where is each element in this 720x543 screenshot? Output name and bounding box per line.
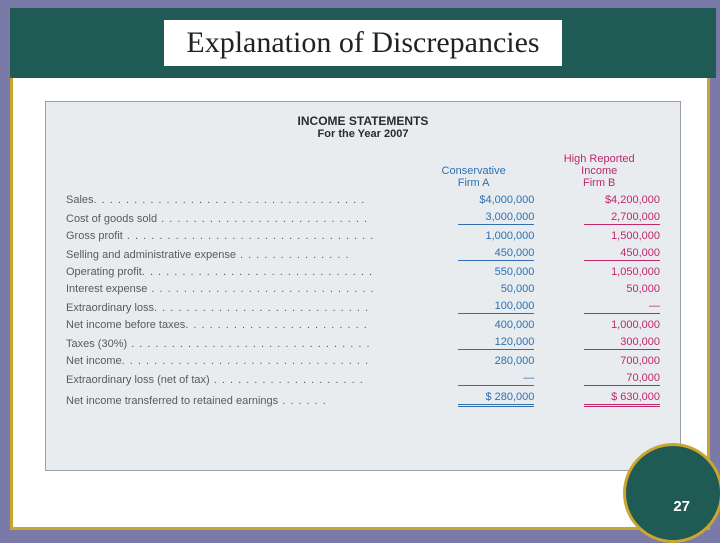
corner-badge: [623, 443, 720, 543]
income-statement-panel: INCOME STATEMENTS For the Year 2007 Cons…: [45, 101, 681, 471]
row-nibt: Net income before taxes. . . . . . . . .…: [64, 316, 662, 333]
row-netincome: Net income. . . . . . . . . . . . . . . …: [64, 352, 662, 369]
row-transferred: Net income transferred to retained earni…: [64, 388, 662, 409]
row-sga: Selling and administrative expense . . .…: [64, 244, 662, 263]
column-a-header: Conservative Firm A: [411, 150, 537, 191]
row-interest: Interest expense . . . . . . . . . . . .…: [64, 280, 662, 297]
slide-frame: Explanation of Discrepancies INCOME STAT…: [10, 8, 710, 530]
row-extraloss: Extraordinary loss. . . . . . . . . . . …: [64, 297, 662, 316]
row-extralossnet: Extraordinary loss (net of tax) . . . . …: [64, 369, 662, 388]
income-table: Conservative Firm A High Reported Income…: [64, 150, 662, 409]
row-gross: Gross profit . . . . . . . . . . . . . .…: [64, 227, 662, 244]
slide-title: Explanation of Discrepancies: [164, 20, 561, 66]
column-b-header: High Reported Income Firm B: [536, 150, 662, 191]
statement-subheading: For the Year 2007: [64, 128, 662, 140]
row-taxes: Taxes (30%) . . . . . . . . . . . . . . …: [64, 333, 662, 352]
row-sales: Sales. . . . . . . . . . . . . . . . . .…: [64, 191, 662, 208]
statement-heading: INCOME STATEMENTS: [64, 114, 662, 128]
row-cogs: Cost of goods sold . . . . . . . . . . .…: [64, 208, 662, 227]
page-number: 27: [673, 498, 690, 515]
title-band: Explanation of Discrepancies: [10, 8, 716, 78]
row-operating: Operating profit. . . . . . . . . . . . …: [64, 263, 662, 280]
